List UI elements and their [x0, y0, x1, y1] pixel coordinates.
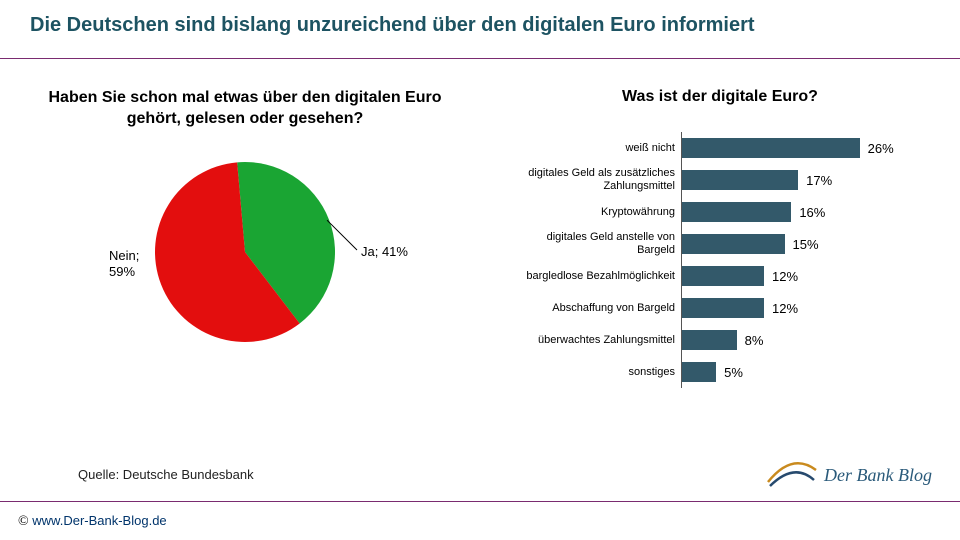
bar-row: weiß nicht 26%	[510, 132, 930, 164]
pie-label-nein-l1: Nein;	[109, 248, 139, 263]
pie-label-nein: Nein; 59%	[109, 248, 139, 281]
bar-value: 17%	[806, 173, 832, 188]
bar-track: 5%	[682, 362, 930, 382]
brand-logo: Der Bank Blog	[764, 458, 932, 492]
bar-row: Kryptowährung 16%	[510, 196, 930, 228]
bar-label: digitales Geld anstelle von Bargeld	[510, 231, 681, 256]
bar-label: digitales Geld als zusätzliches Zahlungs…	[510, 167, 681, 192]
credit-url: www.Der-Bank-Blog.de	[32, 513, 166, 528]
bar-value: 12%	[772, 269, 798, 284]
bar-label: sonstiges	[510, 366, 681, 379]
credit-line: © www.Der-Bank-Blog.de	[18, 513, 167, 530]
bar-value: 15%	[793, 237, 819, 252]
bar-label: Kryptowährung	[510, 206, 681, 219]
bar-row: bargledlose Bezahlmöglichkeit 12%	[510, 260, 930, 292]
bar-chart: Was ist der digitale Euro? weiß nicht 26%…	[510, 88, 930, 388]
divider-bottom	[0, 501, 960, 502]
bar-chart-title: Was ist der digitale Euro?	[510, 88, 930, 106]
bar-row: sonstiges 5%	[510, 356, 930, 388]
pie-chart-title: Haben Sie schon mal etwas über den digit…	[30, 88, 460, 130]
bar-track: 26%	[682, 138, 930, 158]
bar-track: 15%	[682, 234, 930, 254]
pie-label-ja: Ja; 41%	[361, 244, 408, 260]
bar-track: 12%	[682, 266, 930, 286]
bar-fill	[682, 362, 716, 382]
bar-fill	[682, 170, 798, 190]
bar-value: 26%	[868, 141, 894, 156]
pie-chart-svg	[125, 152, 365, 352]
bar-track: 12%	[682, 298, 930, 318]
bar-fill	[682, 330, 737, 350]
bar-value: 5%	[724, 365, 743, 380]
bar-row: digitales Geld als zusätzliches Zahlungs…	[510, 164, 930, 196]
source-citation: Quelle: Deutsche Bundesbank	[78, 467, 254, 482]
pie-label-ja-text: Ja; 41%	[361, 244, 408, 259]
pie-label-nein-l2: 59%	[109, 264, 135, 279]
bar-row: digitales Geld anstelle von Bargeld 15%	[510, 228, 930, 260]
pie-chart: Haben Sie schon mal etwas über den digit…	[30, 88, 460, 352]
copyright-symbol: ©	[18, 514, 29, 529]
bar-fill	[682, 202, 791, 222]
bar-fill	[682, 298, 764, 318]
brand-swoosh-icon	[764, 458, 820, 492]
bar-label: Abschaffung von Bargeld	[510, 302, 681, 315]
bar-label: weiß nicht	[510, 142, 681, 155]
bar-value: 8%	[745, 333, 764, 348]
bar-track: 16%	[682, 202, 930, 222]
bar-value: 12%	[772, 301, 798, 316]
bar-fill	[682, 266, 764, 286]
divider-top	[0, 58, 960, 59]
bar-fill	[682, 138, 860, 158]
bar-track: 8%	[682, 330, 930, 350]
bar-label: überwachtes Zahlungsmittel	[510, 334, 681, 347]
bar-label: bargledlose Bezahlmöglichkeit	[510, 270, 681, 283]
brand-name: Der Bank Blog	[824, 465, 932, 486]
bar-row: Abschaffung von Bargeld 12%	[510, 292, 930, 324]
bar-fill	[682, 234, 785, 254]
bar-track: 17%	[682, 170, 930, 190]
bar-value: 16%	[799, 205, 825, 220]
bar-row: überwachtes Zahlungsmittel 8%	[510, 324, 930, 356]
page-title: Die Deutschen sind bislang unzureichend …	[30, 14, 755, 37]
